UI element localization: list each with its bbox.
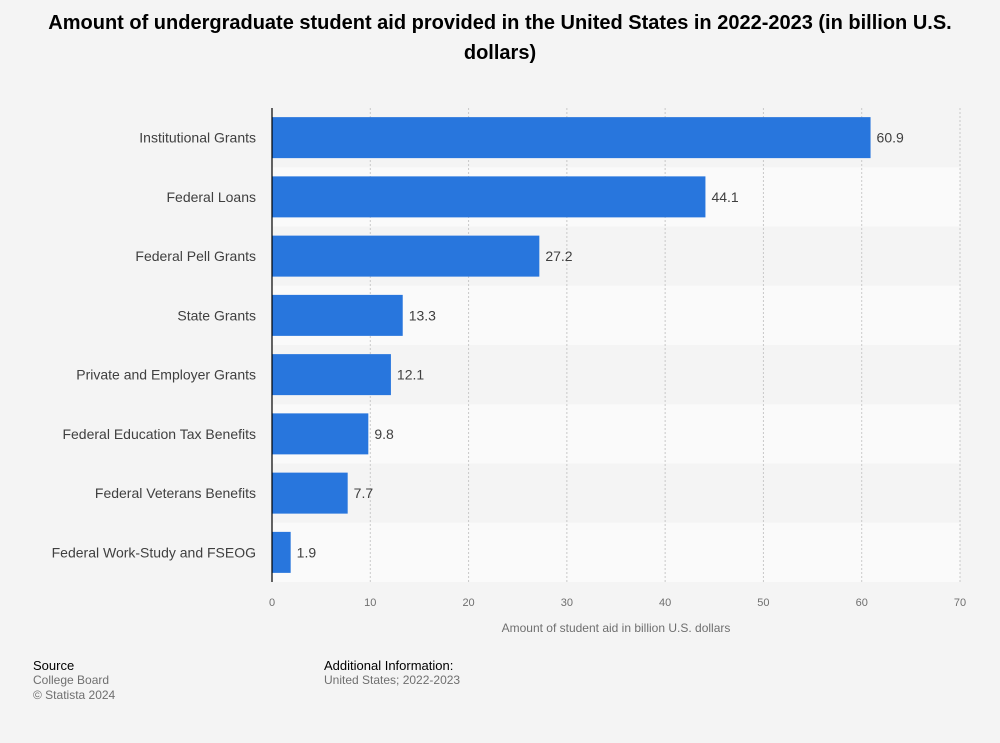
x-tick-label: 60 [856,597,868,609]
info-text: United States; 2022-2023 [324,673,461,687]
value-label: 1.9 [297,544,317,560]
bar-chart: Institutional Grants 60.9 Federal Loans 44.… [52,108,966,635]
bar [272,176,706,218]
category-label: Private and Employer Grants [76,367,256,383]
copyright-text: © Statista 2024 [33,688,116,702]
category-label: Federal Pell Grants [135,248,256,264]
bar [272,531,291,573]
chart-title: Amount of undergraduate student aid prov… [48,12,952,64]
category-label: Federal Loans [166,189,256,205]
x-axis-title: Amount of student aid in billion U.S. do… [502,621,731,635]
value-label: 27.2 [545,248,572,264]
category-label: Federal Work-Study and FSEOG [52,544,256,560]
additional-info-block: Additional Information: United States; 2… [324,658,460,688]
source-heading: Source [33,658,75,673]
source-name[interactable]: College Board [33,673,110,687]
category-label: Federal Education Tax Benefits [62,426,256,442]
category-label: State Grants [177,307,256,323]
x-tick-label: 50 [757,597,769,609]
info-heading[interactable]: Additional Information: [324,658,454,673]
value-label: 13.3 [409,307,436,323]
bar [272,354,391,396]
x-tick-label: 20 [462,597,474,609]
x-tick-label: 40 [659,597,671,609]
category-label: Federal Veterans Benefits [95,485,256,501]
value-label: 9.8 [374,426,394,442]
value-label: 7.7 [354,485,374,501]
bar [272,294,403,336]
row-band [272,463,960,523]
value-label: 60.9 [877,130,904,146]
bar [272,472,348,514]
row-band [272,522,960,582]
source-block: Source College Board © Statista 2024 [33,658,115,703]
bar [272,117,871,159]
x-tick-label: 70 [954,597,966,609]
x-tick-label: 10 [364,597,376,609]
value-label: 12.1 [397,367,424,383]
bar [272,413,369,455]
x-tick-label: 30 [561,597,573,609]
category-label: Institutional Grants [139,130,256,146]
value-label: 44.1 [711,189,738,205]
x-tick-label: 0 [269,597,275,609]
row-band [272,404,960,464]
bar [272,235,540,277]
